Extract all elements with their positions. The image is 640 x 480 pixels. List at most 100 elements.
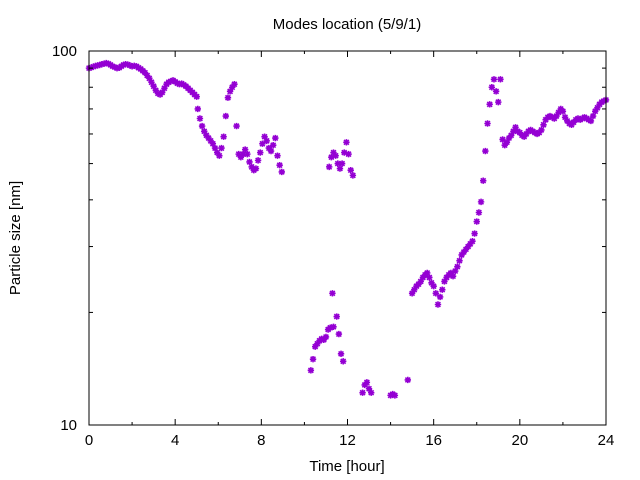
data-point [434,301,442,308]
data-point [538,126,545,134]
data-point [492,88,500,95]
data-point [167,78,175,85]
data-point [174,80,181,87]
data-point [359,389,366,396]
data-point [349,172,357,179]
data-point [159,89,166,96]
data-point [330,323,337,331]
data-point [248,163,255,171]
x-tick-label: 8 [257,432,265,449]
data-point [211,144,219,152]
data-point [87,64,95,71]
scatter-marks [85,59,610,399]
data-point [497,76,504,83]
data-point [441,278,448,285]
data-point [252,165,260,172]
data-point [464,243,472,250]
data-point [424,269,431,277]
data-point [594,104,601,111]
data-point [126,62,134,69]
data-point [553,112,560,120]
x-tick-label: 4 [171,432,179,449]
data-point [194,105,201,113]
data-point [561,114,569,121]
data-point [345,150,352,158]
data-point [148,79,155,86]
data-point [124,61,131,68]
data-point [229,84,236,91]
data-point [417,278,424,285]
data-point [391,392,399,399]
data-point [449,272,457,280]
data-point [198,122,206,130]
data-point [456,257,463,264]
data-point [278,168,285,176]
data-point [430,283,437,290]
data-point [265,144,273,152]
data-point [589,112,597,120]
data-point [335,330,343,338]
data-point [231,81,238,88]
data-point [510,128,517,135]
data-point [341,149,348,156]
data-point [363,379,371,386]
data-point [540,121,547,128]
data-point [257,149,264,156]
data-point [216,152,223,159]
data-point [141,69,149,76]
data-point [505,134,513,142]
data-point [486,101,493,108]
data-point [411,286,418,293]
x-tick-label: 12 [339,432,356,449]
data-point [233,122,240,130]
data-point [235,150,242,158]
data-point [330,149,337,156]
data-point [150,83,157,90]
data-point [592,108,599,115]
y-axis-ticks: 10 100 [52,43,606,434]
data-point [320,336,328,343]
data-point [218,144,225,152]
data-point [193,93,200,100]
data-point [152,87,159,94]
x-axis-ticks: 0 4 8 12 16 20 24 [85,51,614,449]
data-point [347,167,354,174]
data-point [329,290,336,297]
data-point [447,269,455,277]
data-point [520,133,528,140]
data-point [499,136,506,143]
data-point [458,251,465,259]
data-point [426,274,433,281]
data-point [269,141,277,149]
data-point [336,165,344,172]
data-point [536,129,543,136]
data-point [207,137,214,145]
data-point [161,85,168,92]
data-point [482,147,489,155]
data-point [254,157,262,164]
data-point [244,150,251,158]
data-point [480,177,487,184]
data-point [325,163,333,171]
data-point [408,290,416,297]
data-point [209,140,217,147]
data-point [224,94,232,101]
data-point [503,139,511,146]
data-point [318,335,325,343]
data-point [523,130,530,138]
data-point [274,152,281,159]
data-point [328,154,335,161]
data-point [201,128,208,135]
data-point [339,358,347,365]
data-point [512,124,519,131]
data-point [333,313,340,320]
data-point [439,286,446,293]
data-point [365,385,373,392]
data-point [501,141,508,149]
data-point [475,209,483,216]
data-point [516,129,524,136]
data-point [222,112,229,120]
data-point [314,340,321,347]
data-point [490,76,498,83]
